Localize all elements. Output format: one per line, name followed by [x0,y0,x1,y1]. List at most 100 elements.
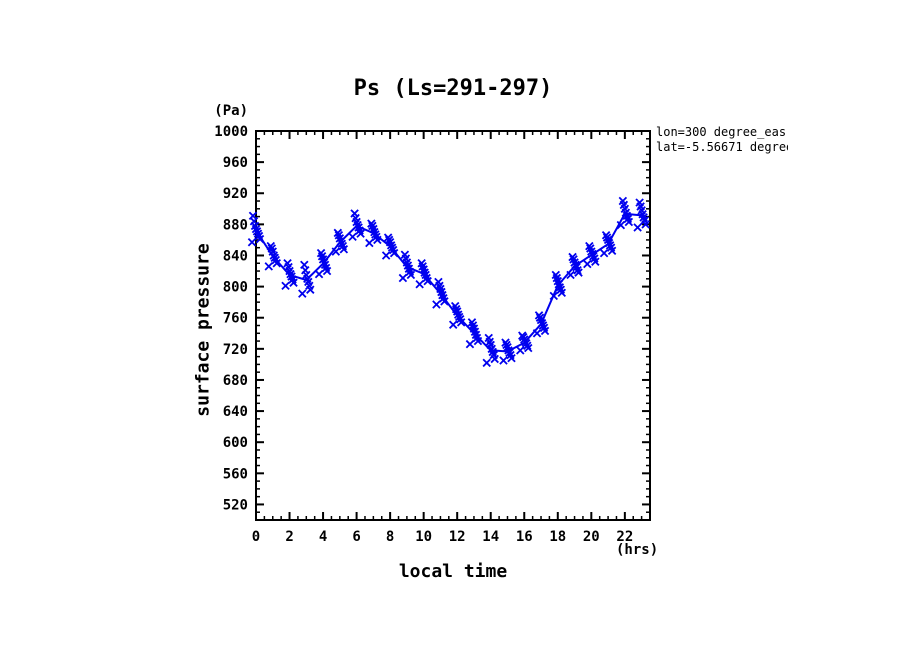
data-point-x-marker [470,327,480,336]
data-point-x-marker [523,341,532,350]
data-point-x-marker [516,346,525,355]
data-point-x-marker [333,228,343,238]
data-point-x-marker [471,330,481,340]
data-point-x-marker [335,234,345,243]
annotation-latitude: lat=-5.56671 degree [656,140,788,154]
x-axis-label: local time [398,561,508,582]
data-point-x-marker [371,230,380,239]
data-point-x-marker [636,202,645,211]
data-point-x-marker [434,277,443,287]
data-point-x-marker [352,217,361,227]
data-point-x-marker [549,291,559,301]
data-point-x-marker [599,248,609,258]
data-point-x-marker [557,288,567,298]
mean-pressure-line [255,212,642,353]
data-point-x-marker [367,219,376,228]
data-point-x-marker [370,227,379,237]
x-tick-label: 8 [386,529,394,545]
data-point-x-marker [353,220,362,230]
data-point-x-marker [569,255,578,264]
data-point-x-marker [583,259,592,269]
data-point-x-marker [622,211,632,221]
data-point-x-marker [283,259,292,268]
data-point-x-marker [336,237,346,246]
data-point-x-marker [635,198,644,207]
data-point-x-marker [304,277,313,287]
data-point-x-marker [420,268,429,277]
data-point-x-marker [620,204,630,214]
data-point-x-marker [398,273,408,283]
data-point-x-marker [365,238,374,248]
data-point-x-marker [331,247,341,256]
data-point-x-marker [383,233,393,242]
data-point-x-marker [588,249,597,259]
data-point-x-marker [337,239,347,249]
data-point-x-marker [638,210,647,219]
data-point-x-marker [537,318,547,328]
data-point-x-marker [368,221,377,231]
data-point-x-marker [554,280,564,289]
y-tick-label: 680 [223,373,248,389]
data-point-x-marker [450,301,460,311]
data-point-x-marker [633,223,642,232]
data-point-x-marker [298,289,307,298]
x-tick-label: 22 [616,529,633,545]
data-point-x-marker [435,281,444,291]
x-tick-label: 14 [482,529,499,545]
data-point-x-marker [284,262,293,272]
y-tick-label: 640 [223,404,248,420]
data-point-x-marker [473,336,483,346]
y-tick-label: 880 [223,217,248,233]
data-point-x-marker [505,348,514,357]
data-point-x-marker [287,272,296,281]
data-point-x-marker [303,274,312,284]
data-point-x-marker [589,252,598,261]
data-point-x-marker [439,294,448,303]
data-point-x-marker [591,257,600,266]
data-point-x-marker [484,333,493,343]
x-tick-label: 18 [549,529,566,545]
data-point-x-marker [422,273,431,283]
data-point-x-marker [286,269,295,279]
data-point-x-marker [421,270,430,280]
data-point-x-marker [551,270,561,280]
data-point-x-marker [534,311,544,320]
data-point-x-marker [573,266,582,275]
data-point-x-marker [318,255,328,264]
y-tick-label: 960 [223,155,248,171]
data-point-x-marker [264,262,274,271]
data-point-x-marker [507,353,516,363]
data-point-x-marker [616,220,626,230]
data-point-x-marker [388,245,398,255]
data-point-x-marker [319,258,329,267]
data-point-x-marker [502,340,511,350]
data-point-x-marker [489,350,498,360]
data-point-x-marker [520,335,529,344]
chart-title: Ps (Ls=291-297) [353,76,553,101]
data-point-x-marker [418,262,427,271]
y-tick-label: 920 [223,186,248,202]
data-point-x-marker [338,241,348,251]
data-point-x-marker [316,248,326,258]
data-point-x-marker [355,226,364,235]
data-point-x-marker [606,243,616,252]
data-point-x-marker [637,206,646,215]
data-point-x-marker [272,259,282,268]
data-point-x-marker [404,264,414,273]
x-tick-label: 0 [252,529,260,545]
y-tick-label: 720 [223,342,248,358]
data-point-x-marker [568,252,577,262]
x-tick-label: 16 [516,529,533,545]
data-point-x-marker [306,285,315,294]
data-point-x-marker [602,233,612,242]
annotation-longitude: lon=300 degree_eas [656,125,787,139]
data-point-x-marker [334,231,344,240]
data-point-x-marker [469,324,479,333]
data-point-x-marker [248,211,258,221]
data-point-x-marker [536,315,546,325]
data-point-x-marker [590,254,599,263]
data-point-x-marker [538,321,548,330]
data-point-x-marker [300,260,309,270]
data-point-x-marker [506,350,515,360]
